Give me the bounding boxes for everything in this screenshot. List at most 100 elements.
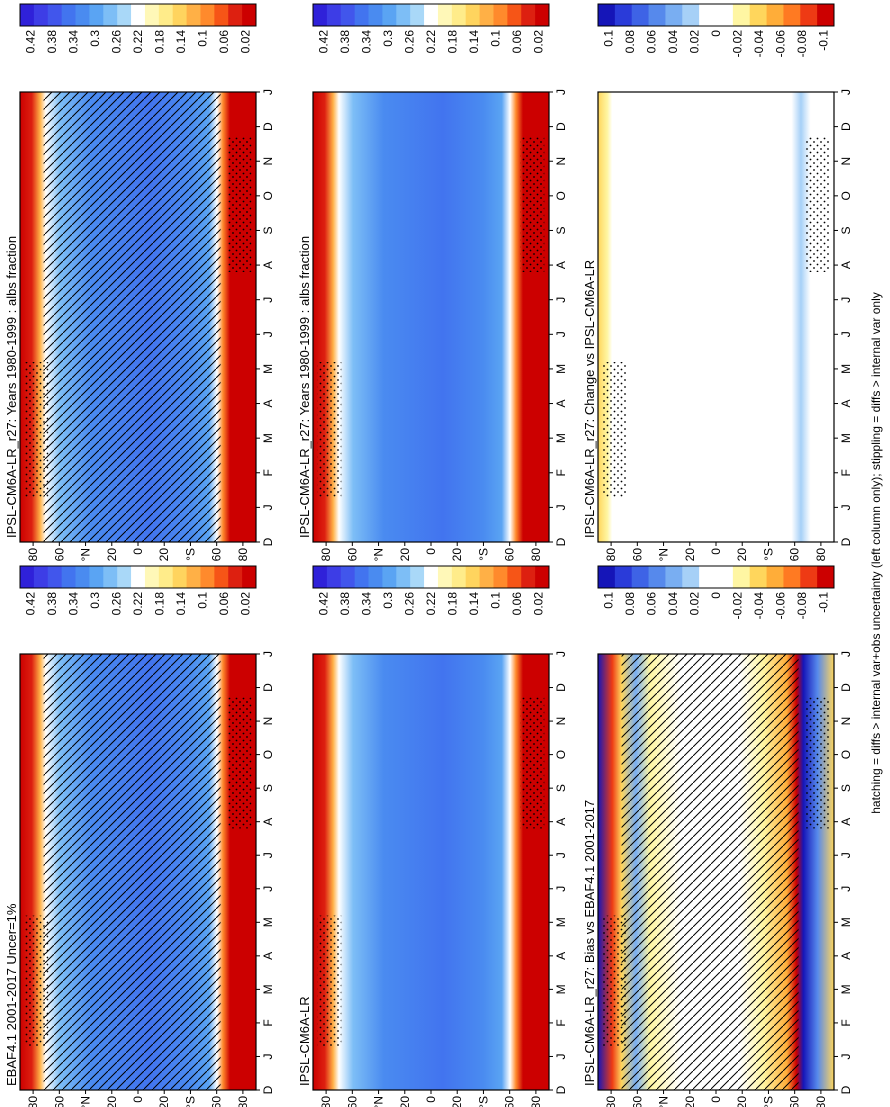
colorbar-label: 0.18 xyxy=(152,30,166,54)
colorbar-label: 0.34 xyxy=(360,592,374,616)
x-tick-label: J xyxy=(554,504,568,510)
colorbar-swatch xyxy=(89,4,104,26)
x-tick-label: D xyxy=(554,122,568,131)
x-tick-label: S xyxy=(261,784,275,792)
x-tick-label: J xyxy=(554,651,568,657)
colorbar-label: 0 xyxy=(709,592,723,599)
colorbar-label: 0.26 xyxy=(403,30,417,54)
colorbar-label: -0.1 xyxy=(816,30,830,51)
colorbar-label: 0.26 xyxy=(110,592,124,616)
colorbar-swatch xyxy=(521,4,536,26)
stippling-overlay xyxy=(520,137,545,272)
y-tick-label: 60 xyxy=(630,548,644,562)
x-tick-label: D xyxy=(261,537,275,546)
colorbar-swatch xyxy=(783,566,801,588)
panel-title: IPSL-CM6A-LR_r27: Years 1980-1999 : albs… xyxy=(4,236,19,538)
x-tick-label: O xyxy=(261,191,275,200)
colorbar-swatch xyxy=(242,566,257,588)
colorbar-swatch xyxy=(424,566,439,588)
colorbar-swatch xyxy=(682,566,700,588)
colorbar-swatch xyxy=(228,566,243,588)
colorbar-swatch xyxy=(158,566,174,588)
colorbar-label: 0.04 xyxy=(666,30,680,54)
colorbar-label: 0.42 xyxy=(317,592,331,616)
colorbar-swatch xyxy=(410,566,425,588)
y-tick-label: 20 xyxy=(398,1096,412,1107)
colorbar-swatch xyxy=(631,566,649,588)
stippling-overlay xyxy=(317,362,342,497)
colorbar-label: 0.1 xyxy=(195,30,209,47)
colorbar-swatch xyxy=(817,566,835,588)
colorbar-swatch xyxy=(817,4,835,26)
colorbar-label: 0.06 xyxy=(645,592,659,616)
heatmap-field xyxy=(598,92,834,542)
y-tick-label: 20 xyxy=(735,548,749,562)
x-tick-label: F xyxy=(554,1019,568,1026)
panel-3: 0.42 0.38 0.34 0.3 0.26 0.22 0.18 0.14 0.1 0.06 0.… xyxy=(4,565,275,1107)
colorbar-swatch xyxy=(75,4,90,26)
colorbar-label: -0.06 xyxy=(773,592,787,620)
colorbar-swatch xyxy=(382,566,397,588)
colorbar-swatch xyxy=(214,4,229,26)
stippling-overlay xyxy=(520,697,545,829)
colorbar-label: 0.22 xyxy=(424,30,438,54)
colorbar-swatch xyxy=(368,4,383,26)
colorbar-swatch xyxy=(665,4,683,26)
colorbar-swatch xyxy=(766,566,784,588)
colorbar-swatch xyxy=(800,566,818,588)
x-tick-label: M xyxy=(554,917,568,927)
x-tick-label: J xyxy=(554,1053,568,1059)
colorbar-label: 0.14 xyxy=(467,592,481,616)
stippling-overlay xyxy=(805,697,830,829)
colorbar-frame xyxy=(19,565,257,589)
y-tick-label: 80 xyxy=(604,1096,618,1107)
stippling-overlay xyxy=(602,362,627,497)
colorbar-frame xyxy=(312,565,550,589)
colorbar-swatch xyxy=(313,4,328,26)
colorbar-swatch xyxy=(103,566,118,588)
x-tick-label: J xyxy=(261,89,275,95)
y-tick-label: 20 xyxy=(157,548,171,562)
colorbar-swatch xyxy=(521,566,536,588)
colorbar-swatch xyxy=(535,4,550,26)
colorbar-swatch xyxy=(800,4,818,26)
stippling-overlay xyxy=(24,915,49,1047)
x-tick-label: D xyxy=(839,122,853,131)
colorbar-swatch xyxy=(326,4,342,26)
x-tick-label: M xyxy=(261,984,275,994)
x-tick-label: S xyxy=(554,226,568,234)
y-tick-label: 0 xyxy=(131,1096,145,1103)
x-tick-label: N xyxy=(261,157,275,166)
colorbar-label: 0.02 xyxy=(238,30,252,54)
x-tick-label: A xyxy=(261,952,275,960)
colorbar-swatch xyxy=(648,566,666,588)
x-tick-label: M xyxy=(839,364,853,374)
y-tick-label: 80 xyxy=(604,548,618,562)
colorbar-label: 0.3 xyxy=(88,30,102,47)
x-tick-label: N xyxy=(554,157,568,166)
x-tick-label: D xyxy=(554,537,568,546)
colorbar-swatch xyxy=(424,4,439,26)
y-tick-label: 0 xyxy=(424,548,438,555)
x-tick-label: J xyxy=(554,331,568,337)
colorbar-label: 0.02 xyxy=(531,30,545,54)
x-tick-label: F xyxy=(554,469,568,476)
colorbar-swatch xyxy=(716,566,734,588)
x-tick-label: F xyxy=(261,1019,275,1026)
colorbar: 0.42 0.38 0.34 0.3 0.26 0.22 0.18 0.14 0.1 0.06 0.… xyxy=(312,565,550,616)
colorbar-label: 0.1 xyxy=(602,30,616,47)
x-tick-label: S xyxy=(554,784,568,792)
colorbar-swatch xyxy=(783,4,801,26)
x-tick-label: M xyxy=(839,433,853,443)
y-tick-label: °S xyxy=(183,548,197,561)
y-tick-label: 60 xyxy=(788,1096,802,1107)
colorbar-swatch xyxy=(131,4,146,26)
x-tick-label: J xyxy=(839,297,853,303)
y-tick-label: 20 xyxy=(683,1096,697,1107)
colorbar: 0.42 0.38 0.34 0.3 0.26 0.22 0.18 0.14 0.1 0.06 0.… xyxy=(312,3,550,54)
colorbar-swatch xyxy=(451,566,467,588)
colorbar: 0.1 0.08 0.06 0.04 0.02 0 -0.02 -0.04 -0.06 -0.08… xyxy=(597,3,835,57)
colorbar-swatch xyxy=(493,4,508,26)
colorbar-swatch xyxy=(340,4,356,26)
